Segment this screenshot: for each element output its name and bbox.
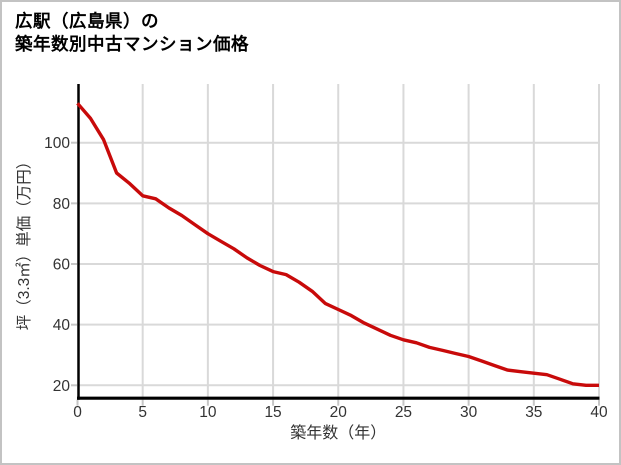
svg-text:10: 10	[199, 404, 217, 421]
chart-title-line2: 築年数別中古マンション価格	[15, 34, 249, 54]
price-line	[76, 102, 599, 387]
y-axis-label: 坪（3.3㎡）単価（万円）	[15, 154, 33, 331]
svg-text:20: 20	[330, 404, 348, 421]
tick-marks	[71, 141, 600, 406]
svg-text:40: 40	[53, 317, 71, 334]
svg-text:5: 5	[138, 404, 147, 421]
svg-text:100: 100	[44, 135, 70, 152]
axes	[77, 84, 600, 400]
svg-text:0: 0	[73, 404, 82, 421]
svg-text:20: 20	[53, 378, 71, 395]
chart-title-line1: 広駅（広島県）の	[15, 11, 159, 31]
chart-title: 広駅（広島県）の 築年数別中古マンション価格	[15, 10, 249, 56]
svg-text:35: 35	[525, 404, 542, 421]
svg-text:40: 40	[590, 404, 608, 421]
svg-text:30: 30	[460, 404, 478, 421]
svg-text:80: 80	[53, 196, 71, 213]
x-axis-label: 築年数（年）	[290, 424, 386, 442]
svg-text:25: 25	[395, 404, 412, 421]
gridlines	[79, 84, 600, 397]
tick-labels: 0 5 10 15 20 25 30 35 40 20 40 60 80 100	[44, 135, 608, 421]
svg-text:60: 60	[53, 257, 71, 274]
svg-text:15: 15	[264, 404, 281, 421]
